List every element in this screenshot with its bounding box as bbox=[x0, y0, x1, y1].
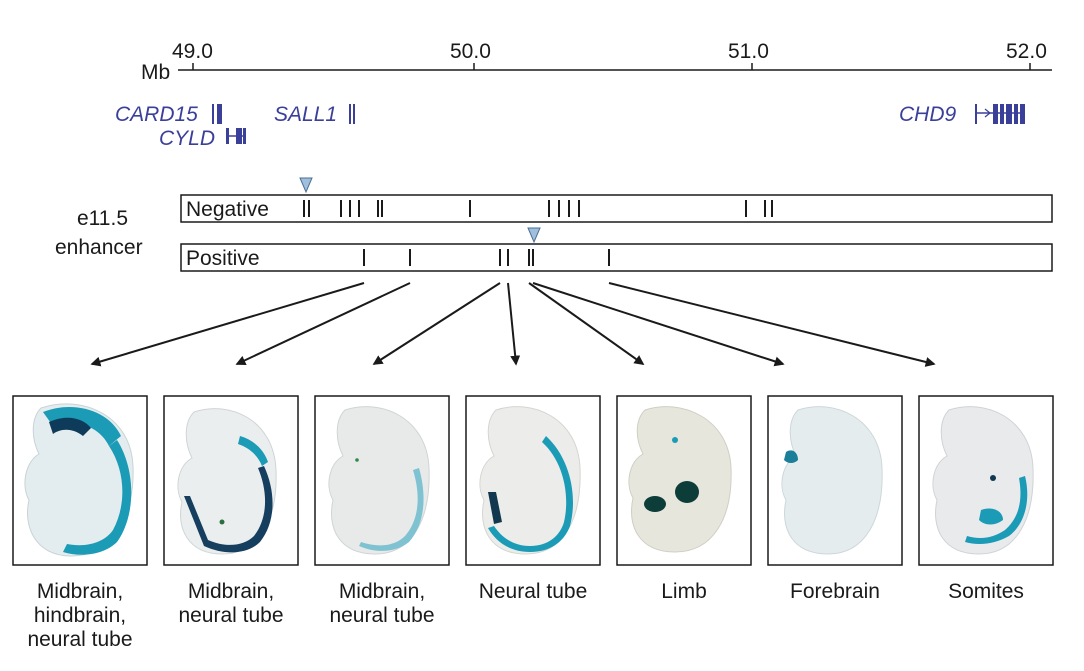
negative-marker-triangle bbox=[299, 177, 313, 194]
negative-enhancer-marks bbox=[303, 200, 773, 217]
embryo-image bbox=[932, 406, 1034, 555]
embryo-panel-6 bbox=[767, 395, 903, 566]
enhancer-label-line-1: e11.5 bbox=[77, 207, 128, 230]
caption-panel-1-line-2: hindbrain, bbox=[34, 604, 126, 627]
arrow-to-panel-1 bbox=[90, 282, 365, 367]
stain-neural-tube bbox=[184, 466, 273, 553]
arrow-to-panel-6 bbox=[532, 282, 785, 367]
genomic-axis: Mb 49.0 50.0 51.0 52.0 bbox=[141, 40, 1052, 84]
stain-spot bbox=[219, 519, 225, 525]
positive-enhancer-marks bbox=[363, 249, 610, 266]
positive-track-label: Positive bbox=[186, 247, 260, 270]
embryo-panel-2 bbox=[163, 395, 299, 566]
caption-panel-6: Forebrain bbox=[790, 580, 880, 603]
axis-unit-label: Mb bbox=[141, 61, 170, 84]
caption-panel-5: Limb bbox=[661, 580, 707, 603]
gene-label-sall1: SALL1 bbox=[274, 103, 337, 126]
gene-model-card15 bbox=[212, 104, 222, 124]
stain-dark-spot bbox=[990, 475, 996, 481]
gene-model-cyld bbox=[226, 128, 246, 144]
embryo-image bbox=[628, 406, 732, 553]
caption-panel-4: Neural tube bbox=[479, 580, 588, 603]
caption-panel-1-line-3: neural tube bbox=[27, 628, 132, 651]
axis-tick-label: 49.0 bbox=[172, 40, 213, 63]
caption-panel-2-line-1: Midbrain, bbox=[188, 580, 274, 603]
positive-track-box bbox=[180, 243, 1053, 272]
arrow-to-panel-2 bbox=[235, 282, 411, 365]
negative-track: Negative bbox=[180, 177, 1053, 223]
enhancer-side-label: e11.5 enhancer bbox=[55, 207, 143, 259]
negative-track-label: Negative bbox=[186, 198, 269, 221]
stain-head-spot bbox=[672, 437, 678, 443]
stain-forelimb bbox=[644, 496, 666, 512]
arrow-to-panel-3 bbox=[372, 282, 501, 365]
stain-midbrain-hindbrain bbox=[43, 406, 121, 446]
stain-midbrain bbox=[238, 436, 268, 466]
negative-track-box bbox=[180, 194, 1053, 223]
positive-marker-triangle bbox=[527, 227, 541, 244]
arrow-to-panel-4 bbox=[507, 282, 521, 366]
embryo-panel-7 bbox=[918, 395, 1054, 566]
stain-neural-tube bbox=[359, 468, 424, 551]
stain-dark-segment bbox=[488, 492, 502, 524]
embryo-panel-1 bbox=[12, 395, 148, 566]
embryo-panel-3 bbox=[314, 395, 450, 566]
embryo-panel-4 bbox=[465, 395, 601, 566]
axis-tick-label: 52.0 bbox=[1006, 40, 1047, 63]
embryo-image bbox=[328, 406, 430, 555]
embryo-panel-5 bbox=[616, 395, 752, 566]
axis-tick-label: 51.0 bbox=[728, 40, 769, 63]
gene-label-cyld: CYLD bbox=[159, 127, 215, 150]
stain-dark-band bbox=[49, 417, 91, 436]
stain-somite-cluster bbox=[979, 508, 1003, 525]
embryo-image bbox=[24, 403, 134, 557]
stain-midbrain-spot bbox=[355, 458, 359, 462]
gene-track: CARD15 CYLD SALL1 CHD9 bbox=[115, 103, 1025, 150]
stain-hindlimb bbox=[675, 481, 699, 503]
arrow-to-panel-5 bbox=[528, 282, 645, 365]
embryo-panels bbox=[12, 395, 1054, 566]
connector-arrows bbox=[90, 282, 936, 367]
arrow-to-panel-7 bbox=[608, 282, 936, 367]
panel-captions: Midbrain, hindbrain, neural tube Midbrai… bbox=[27, 580, 1023, 651]
caption-panel-3-line-1: Midbrain, bbox=[339, 580, 425, 603]
stain-forebrain bbox=[784, 450, 798, 463]
embryo-image bbox=[781, 406, 883, 555]
gene-label-card15: CARD15 bbox=[115, 103, 198, 126]
caption-panel-3-line-2: neural tube bbox=[329, 604, 434, 627]
caption-panel-7: Somites bbox=[948, 580, 1024, 603]
gene-model-sall1 bbox=[349, 104, 355, 124]
enhancer-label-line-2: enhancer bbox=[55, 236, 143, 259]
gene-label-chd9: CHD9 bbox=[899, 103, 956, 126]
gene-model-chd9 bbox=[975, 104, 1025, 124]
stain-somites bbox=[965, 476, 1028, 544]
embryo-image bbox=[479, 406, 581, 555]
caption-panel-2-line-2: neural tube bbox=[178, 604, 283, 627]
positive-track: Positive bbox=[180, 227, 1053, 272]
caption-panel-1-line-1: Midbrain, bbox=[37, 580, 123, 603]
axis-tick-label: 50.0 bbox=[450, 40, 491, 63]
